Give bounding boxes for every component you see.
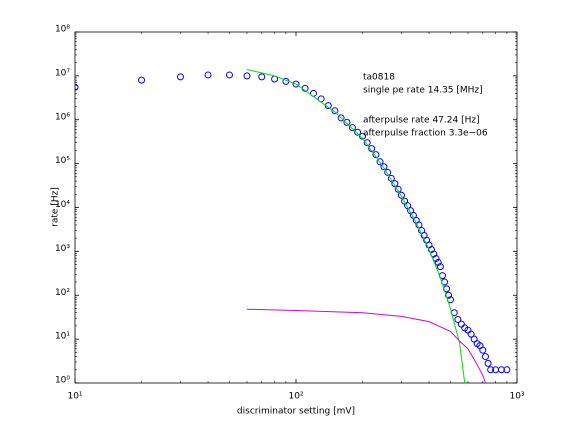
plot-content: [75, 68, 511, 383]
data-point: [436, 263, 444, 271]
fit-line: [246, 68, 466, 383]
data-point: [176, 73, 184, 81]
data-point: [343, 118, 351, 126]
data-point: [204, 71, 212, 79]
data-point: [434, 258, 442, 266]
plot-area: [74, 31, 518, 384]
data-point: [391, 180, 399, 188]
data-point: [372, 151, 380, 159]
data-point: [354, 128, 362, 136]
data-point: [487, 366, 495, 374]
data-point: [481, 353, 489, 361]
x-tick-label: 10¹: [67, 392, 82, 402]
y-tick-label: 10⁷: [55, 68, 70, 78]
data-point: [292, 80, 300, 88]
data-point: [467, 330, 475, 338]
y-tick-label: 10¹: [55, 332, 70, 342]
data-point: [348, 124, 356, 132]
data-point: [337, 114, 345, 122]
y-tick-label: 10²: [55, 288, 70, 298]
data-point: [445, 291, 453, 299]
data-point: [258, 73, 266, 81]
data-point: [331, 107, 339, 115]
y-tick-label: 10⁵: [55, 156, 70, 166]
annotation: ta0818: [363, 73, 395, 83]
data-point: [75, 83, 79, 91]
data-point: [376, 158, 384, 166]
data-point: [359, 132, 367, 140]
fit-line: [246, 308, 486, 383]
data-point: [243, 72, 251, 80]
y-tick-label: 10⁸: [55, 25, 70, 35]
y-tick-label: 10⁶: [55, 112, 70, 122]
y-axis-label: rate [Hz]: [51, 187, 61, 227]
y-tick-label: 10³: [55, 244, 70, 254]
data-point: [397, 191, 405, 199]
data-point: [363, 139, 371, 147]
data-point: [503, 366, 511, 374]
x-axis-label: discriminator setting [mV]: [237, 407, 355, 417]
data-point: [394, 185, 402, 193]
annotation: afterpulse fraction 3.3e−06: [363, 129, 488, 139]
annotation: single pe rate 14.35 [MHz]: [363, 86, 483, 96]
data-point: [404, 202, 412, 210]
x-tick-label: 10²: [288, 392, 303, 402]
data-point: [387, 174, 395, 182]
data-point: [497, 366, 505, 374]
data-point: [479, 346, 487, 354]
data-point: [225, 71, 233, 79]
data-point: [454, 316, 462, 324]
data-point: [138, 76, 146, 84]
annotation: afterpulse rate 47.24 [Hz]: [363, 116, 480, 126]
data-point: [484, 359, 492, 367]
y-tick-label: 10⁰: [55, 376, 70, 386]
data-point: [384, 168, 392, 176]
data-point: [380, 163, 388, 171]
y-tick-label: 10⁴: [55, 200, 70, 210]
x-tick-label: 10³: [509, 392, 524, 402]
